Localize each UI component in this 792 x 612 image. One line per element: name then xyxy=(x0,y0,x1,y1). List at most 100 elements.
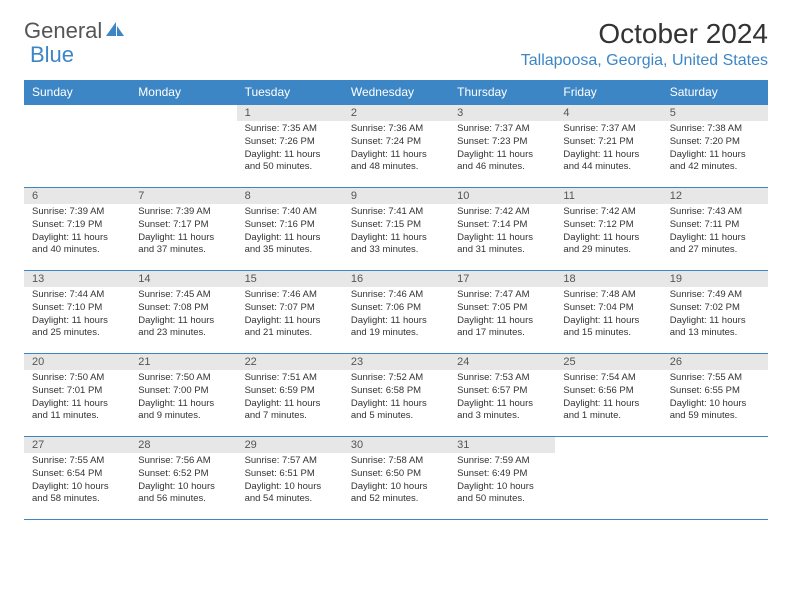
weeks-container: 0 0 1Sunrise: 7:35 AMSunset: 7:26 PMDaylig… xyxy=(24,104,768,520)
sunset-text: Sunset: 7:01 PM xyxy=(32,385,122,398)
day-cell: 12Sunrise: 7:43 AMSunset: 7:11 PMDayligh… xyxy=(662,188,768,270)
sunrise-text: Sunrise: 7:50 AM xyxy=(32,372,122,385)
day-content: Sunrise: 7:50 AMSunset: 7:01 PMDaylight:… xyxy=(24,370,130,427)
daylight-text: Daylight: 11 hours and 42 minutes. xyxy=(670,149,760,175)
day-content: Sunrise: 7:58 AMSunset: 6:50 PMDaylight:… xyxy=(343,453,449,510)
sunset-text: Sunset: 6:58 PM xyxy=(351,385,441,398)
sunset-text: Sunset: 7:15 PM xyxy=(351,219,441,232)
day-cell: 22Sunrise: 7:51 AMSunset: 6:59 PMDayligh… xyxy=(237,354,343,436)
daylight-text: Daylight: 11 hours and 23 minutes. xyxy=(138,315,228,341)
day-content: Sunrise: 7:45 AMSunset: 7:08 PMDaylight:… xyxy=(130,287,236,344)
weekday-header: Saturday xyxy=(662,80,768,104)
daylight-text: Daylight: 11 hours and 29 minutes. xyxy=(563,232,653,258)
week-row: 13Sunrise: 7:44 AMSunset: 7:10 PMDayligh… xyxy=(24,270,768,353)
weekday-header: Friday xyxy=(555,80,661,104)
day-number: 25 xyxy=(555,354,661,370)
daylight-text: Daylight: 11 hours and 25 minutes. xyxy=(32,315,122,341)
logo-word1: General xyxy=(24,18,102,44)
sunset-text: Sunset: 7:17 PM xyxy=(138,219,228,232)
sunset-text: Sunset: 7:04 PM xyxy=(563,302,653,315)
sunrise-text: Sunrise: 7:44 AM xyxy=(32,289,122,302)
day-cell: 8Sunrise: 7:40 AMSunset: 7:16 PMDaylight… xyxy=(237,188,343,270)
weekday-header: Tuesday xyxy=(237,80,343,104)
day-cell: 13Sunrise: 7:44 AMSunset: 7:10 PMDayligh… xyxy=(24,271,130,353)
day-cell: 2Sunrise: 7:36 AMSunset: 7:24 PMDaylight… xyxy=(343,105,449,187)
daylight-text: Daylight: 11 hours and 48 minutes. xyxy=(351,149,441,175)
sunrise-text: Sunrise: 7:59 AM xyxy=(457,455,547,468)
day-number: 10 xyxy=(449,188,555,204)
sunset-text: Sunset: 6:51 PM xyxy=(245,468,335,481)
day-content: Sunrise: 7:38 AMSunset: 7:20 PMDaylight:… xyxy=(662,121,768,178)
sunrise-text: Sunrise: 7:57 AM xyxy=(245,455,335,468)
day-cell: 28Sunrise: 7:56 AMSunset: 6:52 PMDayligh… xyxy=(130,437,236,519)
day-cell: 30Sunrise: 7:58 AMSunset: 6:50 PMDayligh… xyxy=(343,437,449,519)
weekday-header: Monday xyxy=(130,80,236,104)
sunset-text: Sunset: 7:05 PM xyxy=(457,302,547,315)
sunrise-text: Sunrise: 7:36 AM xyxy=(351,123,441,136)
day-content: Sunrise: 7:50 AMSunset: 7:00 PMDaylight:… xyxy=(130,370,236,427)
day-cell: 29 Sunrise: 7:57 AMSunset: 6:51 PMDayligh… xyxy=(237,437,343,519)
daylight-text: Daylight: 11 hours and 40 minutes. xyxy=(32,232,122,258)
day-number: 18 xyxy=(555,271,661,287)
logo-word2: Blue xyxy=(30,42,74,68)
day-cell: 19Sunrise: 7:49 AMSunset: 7:02 PMDayligh… xyxy=(662,271,768,353)
sunset-text: Sunset: 6:56 PM xyxy=(563,385,653,398)
day-content: Sunrise: 7:42 AMSunset: 7:12 PMDaylight:… xyxy=(555,204,661,261)
sunrise-text: Sunrise: 7:37 AM xyxy=(457,123,547,136)
sunset-text: Sunset: 6:54 PM xyxy=(32,468,122,481)
daylight-text: Daylight: 11 hours and 11 minutes. xyxy=(32,398,122,424)
sunset-text: Sunset: 7:02 PM xyxy=(670,302,760,315)
day-content: Sunrise: 7:40 AMSunset: 7:16 PMDaylight:… xyxy=(237,204,343,261)
day-cell: 1Sunrise: 7:35 AMSunset: 7:26 PMDaylight… xyxy=(237,105,343,187)
daylight-text: Daylight: 11 hours and 44 minutes. xyxy=(563,149,653,175)
sunset-text: Sunset: 7:06 PM xyxy=(351,302,441,315)
day-cell: 18Sunrise: 7:48 AMSunset: 7:04 PMDayligh… xyxy=(555,271,661,353)
month-title: October 2024 xyxy=(521,18,768,50)
day-cell: 0 xyxy=(662,437,768,519)
day-number: 4 xyxy=(555,105,661,121)
day-cell: 0 xyxy=(24,105,130,187)
day-cell: 6Sunrise: 7:39 AMSunset: 7:19 PMDaylight… xyxy=(24,188,130,270)
day-number: 13 xyxy=(24,271,130,287)
logo-sail-icon xyxy=(106,18,126,44)
sunrise-text: Sunrise: 7:39 AM xyxy=(32,206,122,219)
daylight-text: Daylight: 11 hours and 15 minutes. xyxy=(563,315,653,341)
sunset-text: Sunset: 6:52 PM xyxy=(138,468,228,481)
day-cell: 15Sunrise: 7:46 AMSunset: 7:07 PMDayligh… xyxy=(237,271,343,353)
day-content: Sunrise: 7:42 AMSunset: 7:14 PMDaylight:… xyxy=(449,204,555,261)
daylight-text: Daylight: 10 hours and 59 minutes. xyxy=(670,398,760,424)
day-number: 26 xyxy=(662,354,768,370)
daylight-text: Daylight: 10 hours and 54 minutes. xyxy=(245,481,335,507)
day-number: 17 xyxy=(449,271,555,287)
day-cell: 7Sunrise: 7:39 AMSunset: 7:17 PMDaylight… xyxy=(130,188,236,270)
sunrise-text: Sunrise: 7:42 AM xyxy=(563,206,653,219)
day-content: Sunrise: 7:51 AMSunset: 6:59 PMDaylight:… xyxy=(237,370,343,427)
daylight-text: Daylight: 10 hours and 52 minutes. xyxy=(351,481,441,507)
day-number: 29 xyxy=(237,437,343,453)
day-content: Sunrise: 7:36 AMSunset: 7:24 PMDaylight:… xyxy=(343,121,449,178)
daylight-text: Daylight: 11 hours and 3 minutes. xyxy=(457,398,547,424)
day-number: 2 xyxy=(343,105,449,121)
day-cell: 9Sunrise: 7:41 AMSunset: 7:15 PMDaylight… xyxy=(343,188,449,270)
sunset-text: Sunset: 7:11 PM xyxy=(670,219,760,232)
sunrise-text: Sunrise: 7:49 AM xyxy=(670,289,760,302)
daylight-text: Daylight: 11 hours and 5 minutes. xyxy=(351,398,441,424)
day-number: 16 xyxy=(343,271,449,287)
daylight-text: Daylight: 11 hours and 35 minutes. xyxy=(245,232,335,258)
sunrise-text: Sunrise: 7:38 AM xyxy=(670,123,760,136)
sunset-text: Sunset: 6:50 PM xyxy=(351,468,441,481)
daylight-text: Daylight: 10 hours and 58 minutes. xyxy=(32,481,122,507)
day-content: Sunrise: 7:37 AMSunset: 7:23 PMDaylight:… xyxy=(449,121,555,178)
day-content: Sunrise: 7:49 AMSunset: 7:02 PMDaylight:… xyxy=(662,287,768,344)
week-row: 001Sunrise: 7:35 AMSunset: 7:26 PMDaylig… xyxy=(24,104,768,187)
weekday-header-row: SundayMondayTuesdayWednesdayThursdayFrid… xyxy=(24,80,768,104)
sunset-text: Sunset: 7:20 PM xyxy=(670,136,760,149)
sunrise-text: Sunrise: 7:46 AM xyxy=(245,289,335,302)
sunrise-text: Sunrise: 7:35 AM xyxy=(245,123,335,136)
sunrise-text: Sunrise: 7:56 AM xyxy=(138,455,228,468)
sunrise-text: Sunrise: 7:54 AM xyxy=(563,372,653,385)
sunset-text: Sunset: 7:19 PM xyxy=(32,219,122,232)
week-row: 6Sunrise: 7:39 AMSunset: 7:19 PMDaylight… xyxy=(24,187,768,270)
day-number: 5 xyxy=(662,105,768,121)
week-row: 20Sunrise: 7:50 AMSunset: 7:01 PMDayligh… xyxy=(24,353,768,436)
